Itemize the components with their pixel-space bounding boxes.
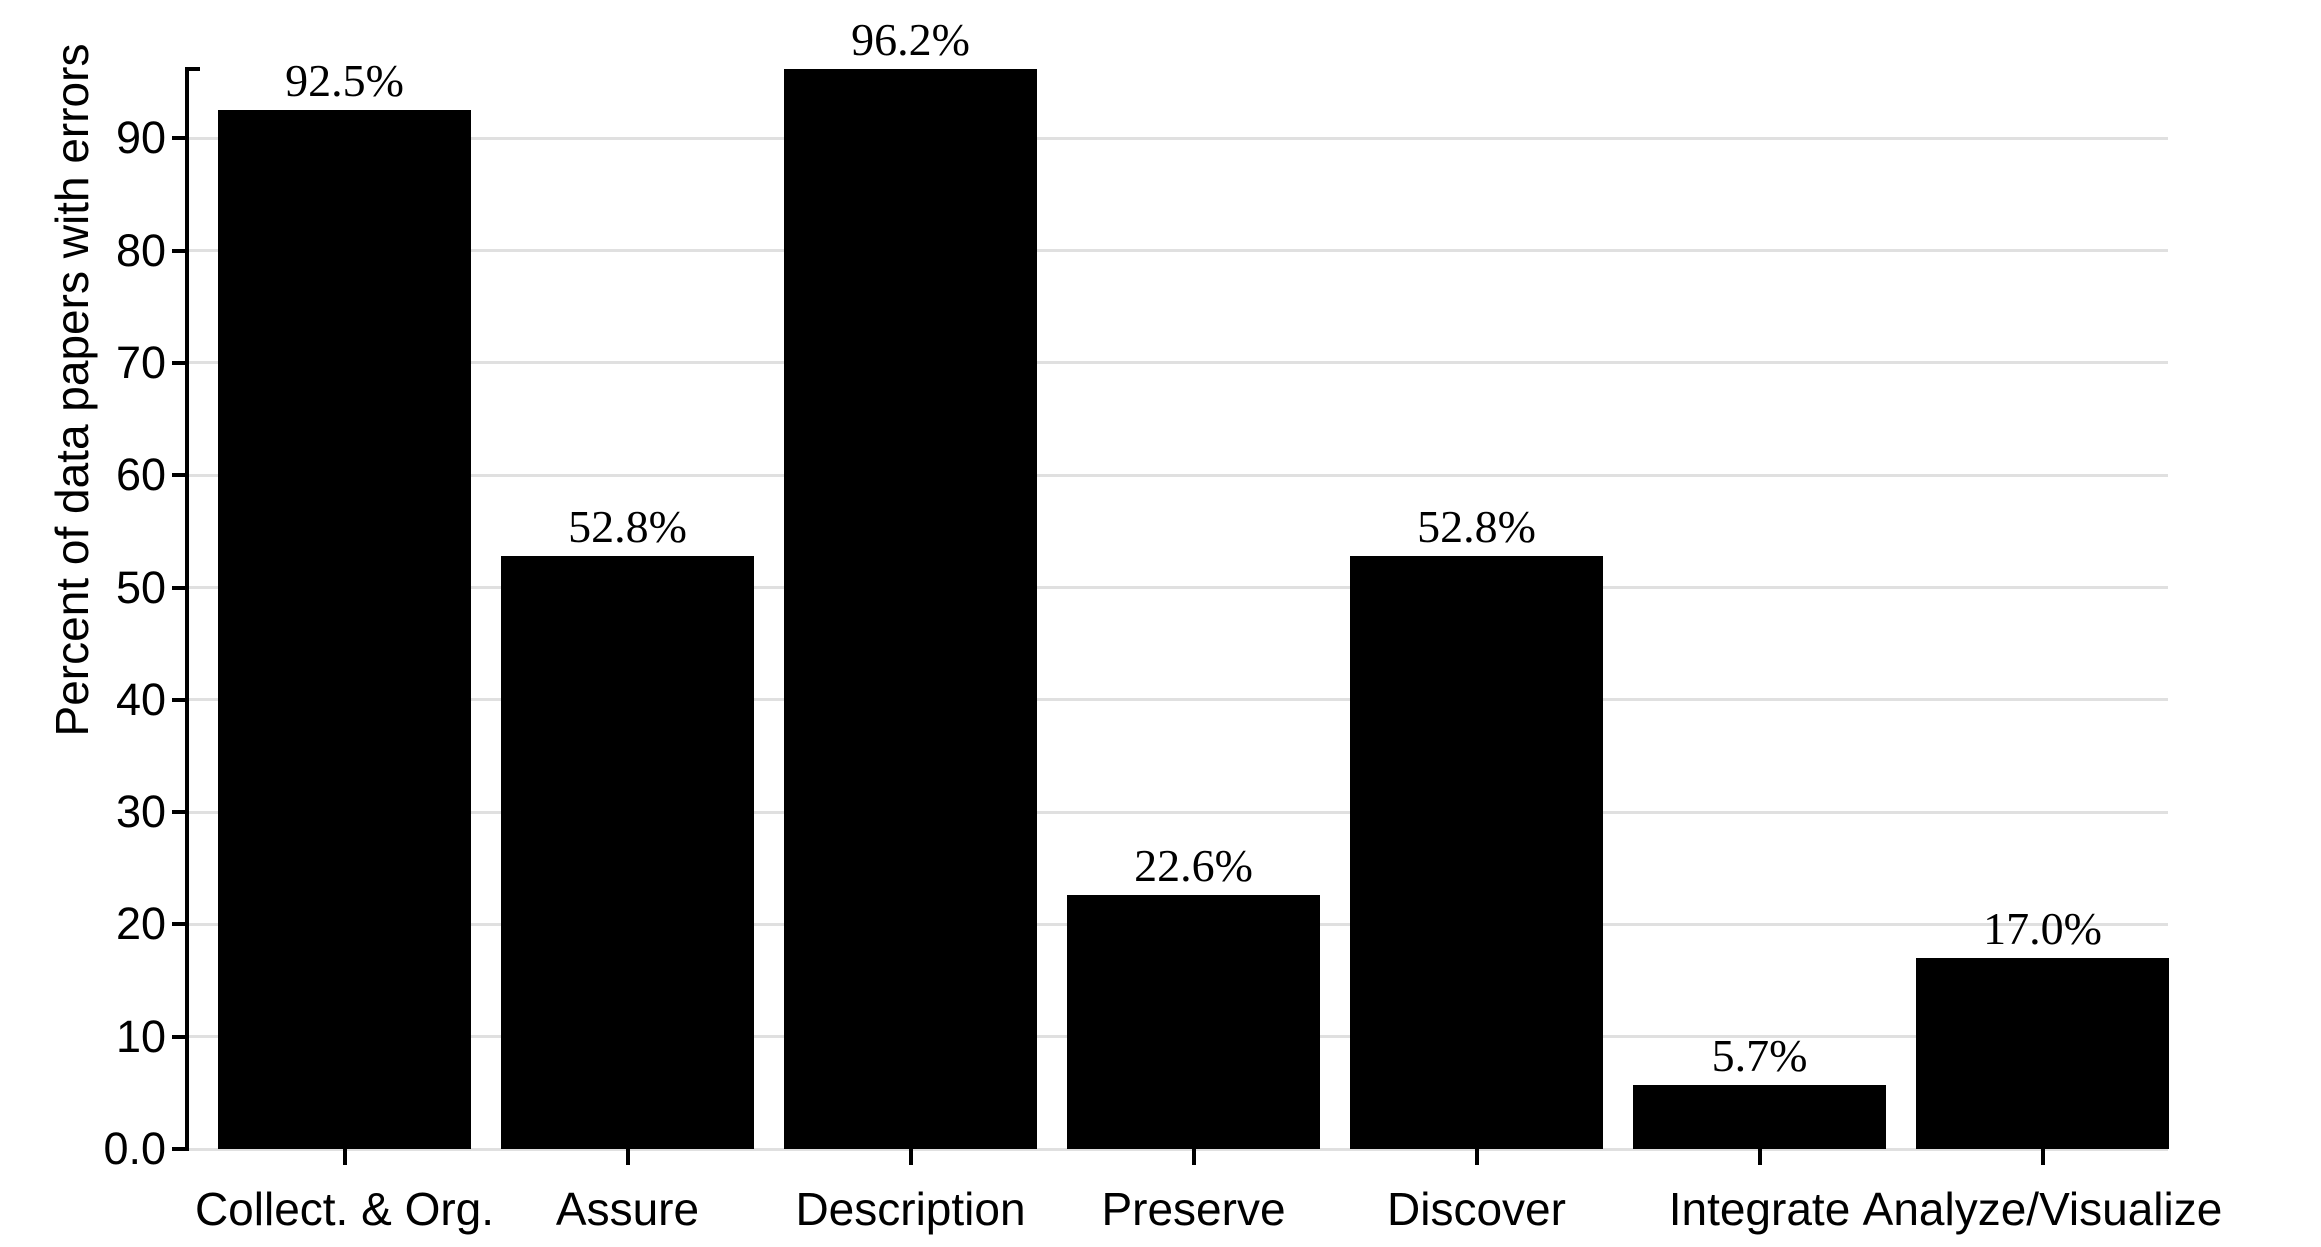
x-category-label: Integrate [1668,1183,1851,1235]
y-tick [172,697,186,702]
bar [218,110,471,1149]
x-tick [1474,1149,1479,1165]
y-gridline [185,249,2168,253]
x-category-label: Preserve [1101,1183,1286,1235]
y-gridline [185,586,2168,589]
y-tick-label: 80 [115,224,166,276]
x-tick [908,1149,913,1165]
x-category-label: Description [795,1183,1026,1235]
bar-value-label: 17.0% [1983,903,2102,955]
y-tick-label: 30 [115,786,166,838]
y-tick [172,473,186,478]
x-tick [2040,1149,2045,1165]
y-tick [172,136,186,141]
bar-value-label: 5.7% [1711,1029,1808,1081]
y-tick [172,1034,186,1039]
y-gridline [185,136,2168,140]
y-tick-label: 10 [115,1010,166,1062]
y-tick [172,810,186,815]
bar [1067,895,1320,1149]
y-tick-label: 20 [115,898,166,950]
bar [1350,556,1603,1149]
x-category-label: Assure [555,1183,700,1235]
x-category-label: Collect. & Org. [194,1183,495,1235]
y-tick-label: 40 [115,673,166,725]
y-tick-label: 90 [115,112,166,164]
y-tick-label: 0.0 [103,1123,166,1174]
y-tick [172,248,186,253]
bar [1916,958,2169,1149]
bar-value-label: 52.8% [1417,501,1536,553]
y-tick-label: 60 [115,449,166,501]
bar-value-label: 96.2% [851,13,970,65]
bar-value-label: 52.8% [568,501,687,553]
y-gridline [185,810,2168,814]
x-tick [625,1149,630,1165]
y-tick [172,1147,186,1151]
x-tick [1191,1149,1196,1165]
y-axis-line [185,66,189,1151]
bar [784,68,1037,1149]
y-gridline [185,698,2168,702]
y-tick [172,360,186,365]
y-tick [172,585,186,590]
bar [1633,1084,1886,1149]
y-axis-top-cap [185,66,200,71]
x-category-label: Discover [1387,1183,1566,1235]
bar-value-label: 92.5% [285,55,404,107]
y-tick-label: 70 [115,336,166,388]
x-tick [1757,1149,1762,1165]
y-tick-label: 50 [115,561,166,613]
y-gridline [185,1147,2168,1151]
y-gridline [185,361,2168,365]
bar [501,556,754,1149]
x-tick [342,1149,347,1165]
bar-value-label: 22.6% [1134,840,1253,892]
x-category-label: Analyze/Visualize [1862,1183,2223,1235]
y-gridline [185,473,2168,477]
y-tick [172,922,186,927]
